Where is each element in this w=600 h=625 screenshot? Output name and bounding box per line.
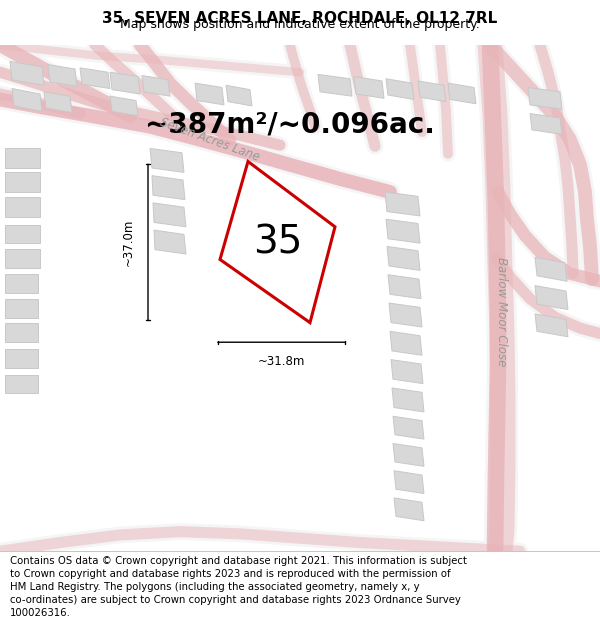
Polygon shape bbox=[12, 89, 42, 111]
Polygon shape bbox=[354, 77, 384, 98]
Polygon shape bbox=[80, 68, 110, 89]
Text: 100026316.: 100026316. bbox=[10, 608, 71, 618]
Polygon shape bbox=[5, 224, 40, 243]
Polygon shape bbox=[390, 331, 422, 355]
Polygon shape bbox=[153, 203, 186, 227]
Polygon shape bbox=[386, 219, 420, 243]
Polygon shape bbox=[394, 498, 424, 521]
Text: ~31.8m: ~31.8m bbox=[258, 356, 305, 368]
Polygon shape bbox=[220, 161, 335, 322]
Polygon shape bbox=[5, 375, 38, 393]
Polygon shape bbox=[44, 92, 72, 112]
Polygon shape bbox=[535, 314, 568, 337]
Text: Map shows position and indicative extent of the property.: Map shows position and indicative extent… bbox=[120, 18, 480, 31]
Polygon shape bbox=[110, 96, 138, 116]
Polygon shape bbox=[5, 249, 40, 268]
Text: to Crown copyright and database rights 2023 and is reproduced with the permissio: to Crown copyright and database rights 2… bbox=[10, 569, 451, 579]
Polygon shape bbox=[418, 81, 446, 102]
Polygon shape bbox=[154, 230, 186, 254]
Polygon shape bbox=[5, 274, 38, 293]
Text: HM Land Registry. The polygons (including the associated geometry, namely x, y: HM Land Registry. The polygons (includin… bbox=[10, 582, 420, 592]
Polygon shape bbox=[5, 148, 40, 168]
Polygon shape bbox=[389, 303, 422, 327]
Polygon shape bbox=[386, 79, 414, 99]
Polygon shape bbox=[388, 275, 421, 299]
Polygon shape bbox=[535, 258, 567, 281]
Polygon shape bbox=[391, 359, 423, 384]
Polygon shape bbox=[535, 286, 568, 309]
Polygon shape bbox=[110, 72, 140, 94]
Polygon shape bbox=[387, 246, 420, 271]
Polygon shape bbox=[394, 471, 424, 494]
Polygon shape bbox=[226, 85, 252, 106]
Polygon shape bbox=[5, 173, 40, 192]
Polygon shape bbox=[5, 349, 38, 368]
Polygon shape bbox=[152, 176, 185, 199]
Polygon shape bbox=[392, 388, 424, 412]
Polygon shape bbox=[5, 299, 38, 318]
Text: 35, SEVEN ACRES LANE, ROCHDALE, OL12 7RL: 35, SEVEN ACRES LANE, ROCHDALE, OL12 7RL bbox=[103, 11, 497, 26]
Polygon shape bbox=[530, 114, 562, 134]
Polygon shape bbox=[150, 148, 184, 173]
Text: ~37.0m: ~37.0m bbox=[121, 218, 134, 266]
Text: Contains OS data © Crown copyright and database right 2021. This information is : Contains OS data © Crown copyright and d… bbox=[10, 556, 467, 566]
Polygon shape bbox=[10, 61, 44, 85]
Polygon shape bbox=[528, 88, 562, 109]
Polygon shape bbox=[195, 83, 224, 105]
Polygon shape bbox=[393, 444, 424, 466]
Polygon shape bbox=[5, 198, 40, 217]
Text: ~387m²/~0.096ac.: ~387m²/~0.096ac. bbox=[145, 111, 435, 139]
Polygon shape bbox=[385, 192, 420, 216]
Text: Barlow Moor Close: Barlow Moor Close bbox=[496, 257, 509, 366]
Polygon shape bbox=[142, 76, 170, 96]
Polygon shape bbox=[48, 64, 77, 86]
Text: co-ordinates) are subject to Crown copyright and database rights 2023 Ordnance S: co-ordinates) are subject to Crown copyr… bbox=[10, 595, 461, 605]
Text: 35: 35 bbox=[253, 223, 302, 261]
Text: Seven Acres Lane: Seven Acres Lane bbox=[158, 116, 262, 164]
Polygon shape bbox=[318, 74, 352, 96]
Polygon shape bbox=[5, 322, 38, 342]
Polygon shape bbox=[448, 83, 476, 104]
Polygon shape bbox=[393, 416, 424, 439]
